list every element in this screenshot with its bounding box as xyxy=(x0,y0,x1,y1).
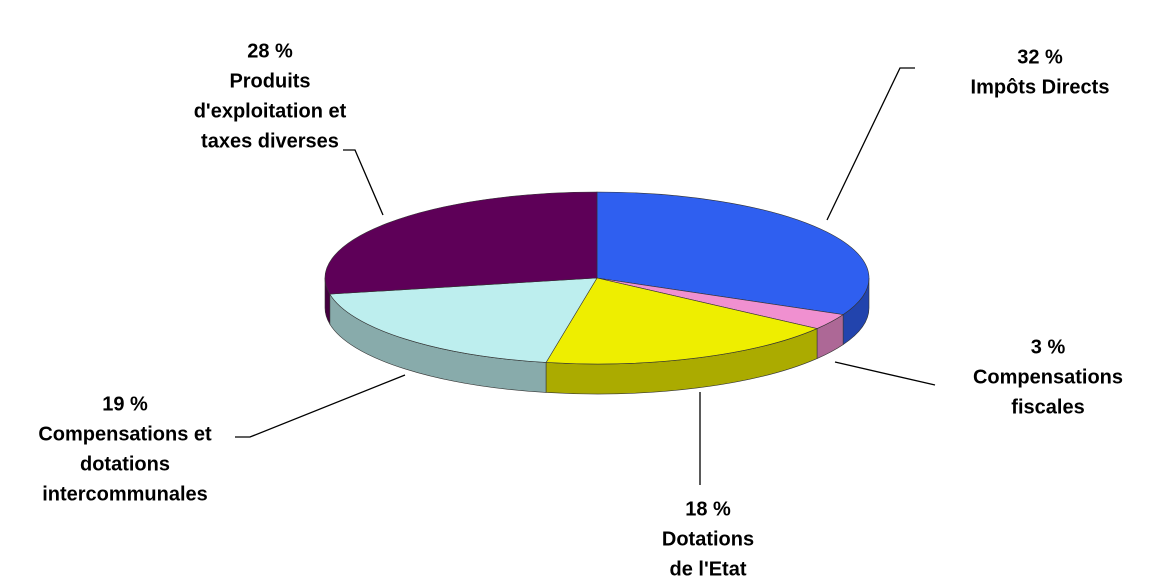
value-label: 3 % xyxy=(1031,336,1066,358)
category-label: Produits xyxy=(229,70,310,92)
slice xyxy=(545,277,819,365)
category-label: d'exploitation et xyxy=(194,100,347,122)
category-label: fiscales xyxy=(1011,396,1084,418)
slice xyxy=(329,277,598,363)
slice-label: 28 % Produits d'exploitation et taxes diver… xyxy=(194,40,347,152)
category-label: Impôts Directs xyxy=(971,76,1110,98)
value-label: 18 % xyxy=(685,498,731,520)
slice-label: 3 % Compensations fiscales xyxy=(973,336,1123,418)
category-label: taxes diverses xyxy=(201,130,339,152)
category-label: de l'Etat xyxy=(670,558,747,580)
leader-line xyxy=(235,374,406,438)
slice xyxy=(324,191,598,295)
category-label: dotations xyxy=(80,453,170,475)
slice-label: 19 % Compensations et dotations intercommun… xyxy=(38,393,212,505)
slice-label: 32 % Impôts Directs xyxy=(971,46,1110,98)
slice xyxy=(596,191,870,315)
category-label: intercommunales xyxy=(42,483,208,505)
category-label: Dotations xyxy=(662,528,754,550)
value-label: 19 % xyxy=(102,393,148,415)
leader-line xyxy=(826,67,915,221)
leader-line xyxy=(834,361,936,386)
category-label: Compensations xyxy=(973,366,1123,388)
slice-label: 18 % Dotations de l'Etat xyxy=(662,498,754,580)
value-label: 28 % xyxy=(247,40,293,62)
value-label: 32 % xyxy=(1017,46,1063,68)
leader-line xyxy=(343,149,384,216)
category-label: Compensations et xyxy=(38,423,212,445)
